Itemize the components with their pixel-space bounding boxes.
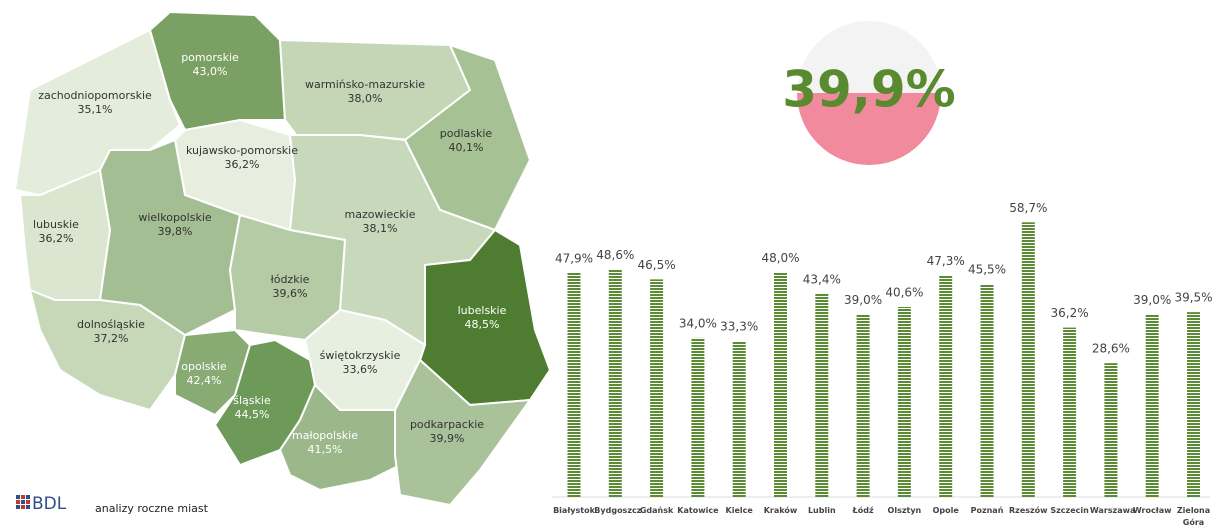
bar: [1063, 328, 1076, 497]
x-tick-label: Rzeszów: [1007, 505, 1049, 517]
bar: [774, 272, 787, 497]
value-label: 45,5%: [968, 263, 1006, 277]
region-value: 39,9%: [430, 432, 465, 445]
highlight-value: 39,9%: [782, 61, 955, 119]
region-value: 35,1%: [78, 103, 113, 116]
region-name: podkarpackie: [410, 418, 484, 431]
region-name: lubuskie: [33, 218, 79, 231]
bar: [857, 314, 870, 497]
map: [15, 12, 550, 505]
bar: [898, 307, 911, 497]
x-tick-label: Białystok: [553, 505, 595, 517]
bar: [1187, 312, 1200, 497]
value-label: 40,6%: [885, 285, 923, 299]
bar: [733, 341, 746, 497]
x-tick-label: Kraków: [760, 505, 802, 517]
bar: [1146, 314, 1159, 497]
region-value: 48,5%: [465, 318, 500, 331]
value-label: 48,6%: [596, 248, 634, 262]
region-name: wielkopolskie: [138, 211, 212, 224]
region-name: małopolskie: [292, 429, 358, 442]
value-label: 46,5%: [638, 258, 676, 272]
region-value: 44,5%: [235, 408, 270, 421]
value-label: 39,0%: [1133, 293, 1171, 307]
value-label: 47,9%: [555, 251, 593, 265]
x-tick-label: Katowice: [677, 505, 719, 517]
region-name: śląskie: [233, 394, 271, 407]
x-tick-label: Gdańsk: [636, 505, 678, 517]
bar: [815, 294, 828, 497]
region-name: pomorskie: [181, 51, 239, 64]
region-value: 39,8%: [158, 225, 193, 238]
value-label: 58,7%: [1009, 201, 1047, 215]
x-tick-label: Warszawa: [1090, 505, 1132, 517]
bar: [1022, 222, 1035, 497]
value-label: 34,0%: [679, 316, 717, 330]
region-name: świętokrzyskie: [320, 349, 401, 362]
bar: [650, 279, 663, 497]
region-name: dolnośląskie: [77, 318, 145, 331]
region-name: zachodniopomorskie: [38, 89, 152, 102]
value-label: 39,0%: [844, 293, 882, 307]
region-name: warmińsko-mazurskie: [305, 78, 425, 91]
x-tick-label: Szczecin: [1049, 505, 1091, 517]
region-value: 37,2%: [94, 332, 129, 345]
region-value: 40,1%: [449, 141, 484, 154]
x-tick-label: Bydgoszcz: [594, 505, 636, 517]
region-value: 42,4%: [187, 374, 222, 387]
value-label: 28,6%: [1092, 342, 1130, 356]
value-label: 43,4%: [803, 272, 841, 286]
x-tick-label: Wrocław: [1131, 505, 1173, 517]
bar: [981, 284, 994, 497]
bar: [568, 273, 581, 497]
bar: [1104, 363, 1117, 497]
region-value: 38,1%: [363, 222, 398, 235]
region-name: podlaskie: [440, 127, 493, 140]
region-name: mazowieckie: [344, 208, 415, 221]
logo-text: BDL: [32, 494, 67, 514]
bar: [691, 338, 704, 497]
x-tick-label: Zielona Góra: [1173, 505, 1213, 529]
region-name: lubelskie: [458, 304, 507, 317]
x-tick-label: Poznań: [966, 505, 1008, 517]
value-label: 48,0%: [761, 251, 799, 265]
x-tick-label: Kielce: [718, 505, 760, 517]
region-value: 33,6%: [343, 363, 378, 376]
region-value: 36,2%: [225, 158, 260, 171]
highlight-circle: 39,9%: [782, 21, 955, 165]
region-value: 36,2%: [39, 232, 74, 245]
logo: BDL analizy roczne miast: [16, 494, 209, 515]
x-tick-label: Olsztyn: [883, 505, 925, 517]
footer: analizy roczne miast: [95, 502, 209, 515]
region-value: 39,6%: [273, 287, 308, 300]
value-label: 36,2%: [1051, 306, 1089, 320]
bar: [609, 270, 622, 497]
region-name: kujawsko-pomorskie: [186, 144, 298, 157]
region-value: 38,0%: [348, 92, 383, 105]
region-value: 43,0%: [193, 65, 228, 78]
region-name: łódzkie: [271, 273, 310, 286]
value-label: 33,3%: [720, 320, 758, 334]
bar: [939, 276, 952, 497]
x-tick-label: Opole: [925, 505, 967, 517]
region-name: opolskie: [181, 360, 227, 373]
x-tick-label: Lublin: [801, 505, 843, 517]
value-label: 47,3%: [927, 254, 965, 268]
value-label: 39,5%: [1174, 291, 1212, 305]
region-value: 41,5%: [308, 443, 343, 456]
x-tick-label: Łódź: [842, 505, 884, 517]
